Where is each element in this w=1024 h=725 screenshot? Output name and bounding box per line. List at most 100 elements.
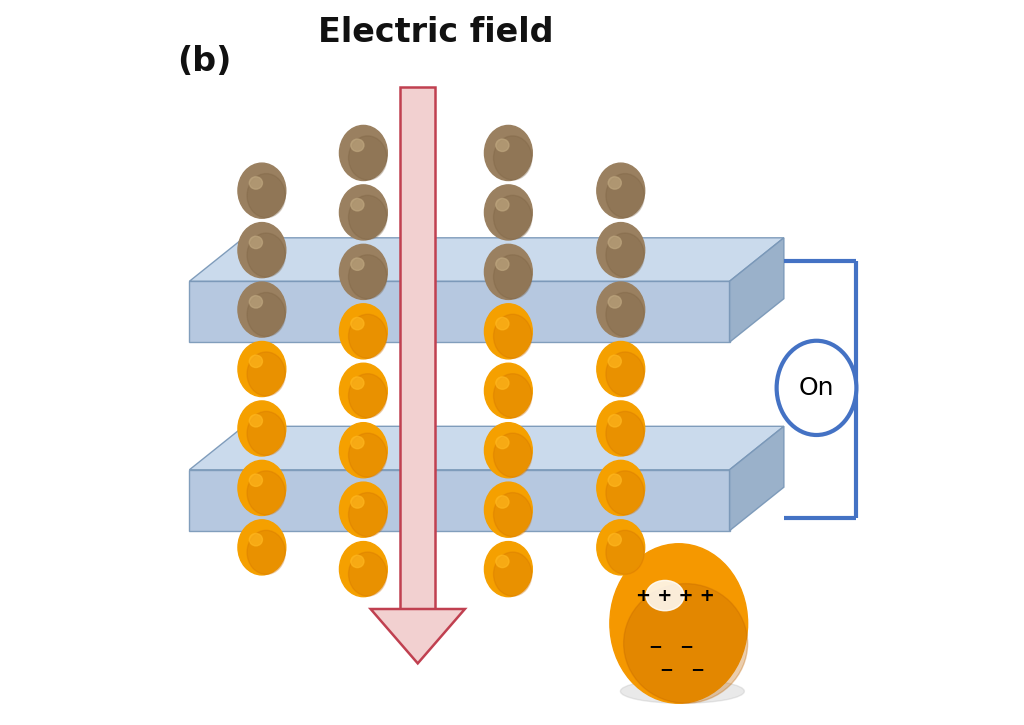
Ellipse shape bbox=[496, 318, 509, 330]
Ellipse shape bbox=[606, 233, 644, 277]
Ellipse shape bbox=[245, 307, 284, 317]
Ellipse shape bbox=[608, 415, 622, 427]
Ellipse shape bbox=[621, 679, 744, 703]
Ellipse shape bbox=[604, 426, 642, 436]
Polygon shape bbox=[189, 281, 729, 342]
Ellipse shape bbox=[347, 210, 385, 220]
Ellipse shape bbox=[484, 185, 532, 240]
Ellipse shape bbox=[347, 447, 385, 457]
Polygon shape bbox=[400, 87, 435, 609]
Ellipse shape bbox=[238, 520, 286, 575]
Ellipse shape bbox=[351, 377, 364, 389]
Ellipse shape bbox=[339, 423, 387, 478]
Ellipse shape bbox=[339, 363, 387, 418]
Ellipse shape bbox=[597, 341, 645, 397]
Ellipse shape bbox=[494, 552, 531, 596]
Text: (b): (b) bbox=[177, 45, 231, 78]
Ellipse shape bbox=[339, 185, 387, 240]
Ellipse shape bbox=[608, 177, 622, 189]
Ellipse shape bbox=[606, 352, 644, 396]
Ellipse shape bbox=[496, 139, 509, 152]
Ellipse shape bbox=[496, 496, 509, 508]
Ellipse shape bbox=[604, 307, 642, 317]
Ellipse shape bbox=[347, 150, 385, 160]
Text: Electric field: Electric field bbox=[318, 16, 554, 49]
Ellipse shape bbox=[347, 388, 385, 398]
Ellipse shape bbox=[238, 341, 286, 397]
Ellipse shape bbox=[348, 314, 387, 358]
Ellipse shape bbox=[238, 163, 286, 218]
Text: −   −: − − bbox=[659, 660, 705, 679]
Ellipse shape bbox=[484, 423, 532, 478]
Ellipse shape bbox=[624, 584, 748, 703]
Ellipse shape bbox=[597, 223, 645, 278]
Ellipse shape bbox=[351, 555, 364, 568]
Ellipse shape bbox=[247, 530, 286, 574]
Ellipse shape bbox=[249, 534, 262, 546]
Ellipse shape bbox=[247, 471, 286, 515]
Ellipse shape bbox=[351, 436, 364, 449]
Ellipse shape bbox=[245, 426, 284, 436]
Ellipse shape bbox=[348, 136, 387, 180]
Ellipse shape bbox=[339, 244, 387, 299]
Polygon shape bbox=[371, 609, 465, 663]
Ellipse shape bbox=[247, 352, 286, 396]
Ellipse shape bbox=[608, 296, 622, 308]
Ellipse shape bbox=[245, 188, 284, 198]
Polygon shape bbox=[189, 426, 784, 470]
Ellipse shape bbox=[597, 282, 645, 337]
Ellipse shape bbox=[606, 471, 644, 515]
Ellipse shape bbox=[339, 304, 387, 359]
Text: On: On bbox=[799, 376, 835, 400]
Ellipse shape bbox=[245, 485, 284, 495]
Ellipse shape bbox=[238, 460, 286, 515]
Ellipse shape bbox=[484, 304, 532, 359]
Ellipse shape bbox=[348, 254, 387, 299]
Ellipse shape bbox=[494, 314, 531, 358]
Ellipse shape bbox=[608, 534, 622, 546]
Ellipse shape bbox=[494, 433, 531, 477]
Ellipse shape bbox=[608, 236, 622, 249]
Ellipse shape bbox=[348, 373, 387, 418]
Ellipse shape bbox=[496, 436, 509, 449]
Ellipse shape bbox=[238, 282, 286, 337]
Ellipse shape bbox=[597, 401, 645, 456]
Ellipse shape bbox=[606, 530, 644, 574]
Ellipse shape bbox=[247, 173, 286, 218]
Text: −   −: − − bbox=[649, 639, 694, 656]
Ellipse shape bbox=[238, 401, 286, 456]
Ellipse shape bbox=[496, 199, 509, 211]
Ellipse shape bbox=[249, 415, 262, 427]
Ellipse shape bbox=[492, 328, 529, 339]
Ellipse shape bbox=[492, 507, 529, 517]
Ellipse shape bbox=[339, 482, 387, 537]
Ellipse shape bbox=[249, 177, 262, 189]
Ellipse shape bbox=[249, 474, 262, 486]
Ellipse shape bbox=[494, 195, 531, 239]
Ellipse shape bbox=[351, 258, 364, 270]
Ellipse shape bbox=[351, 139, 364, 152]
Ellipse shape bbox=[597, 460, 645, 515]
Polygon shape bbox=[189, 470, 729, 531]
Ellipse shape bbox=[492, 566, 529, 576]
Ellipse shape bbox=[249, 236, 262, 249]
Ellipse shape bbox=[484, 363, 532, 418]
Ellipse shape bbox=[347, 328, 385, 339]
Ellipse shape bbox=[494, 136, 531, 180]
Ellipse shape bbox=[776, 341, 856, 435]
Ellipse shape bbox=[348, 492, 387, 536]
Ellipse shape bbox=[484, 482, 532, 537]
Ellipse shape bbox=[484, 542, 532, 597]
Ellipse shape bbox=[238, 223, 286, 278]
Ellipse shape bbox=[604, 366, 642, 376]
Ellipse shape bbox=[245, 366, 284, 376]
Ellipse shape bbox=[606, 173, 644, 218]
Ellipse shape bbox=[494, 373, 531, 418]
Ellipse shape bbox=[348, 195, 387, 239]
Ellipse shape bbox=[339, 542, 387, 597]
Ellipse shape bbox=[608, 355, 622, 368]
Ellipse shape bbox=[249, 355, 262, 368]
Ellipse shape bbox=[604, 485, 642, 495]
Ellipse shape bbox=[484, 125, 532, 181]
Ellipse shape bbox=[604, 544, 642, 555]
